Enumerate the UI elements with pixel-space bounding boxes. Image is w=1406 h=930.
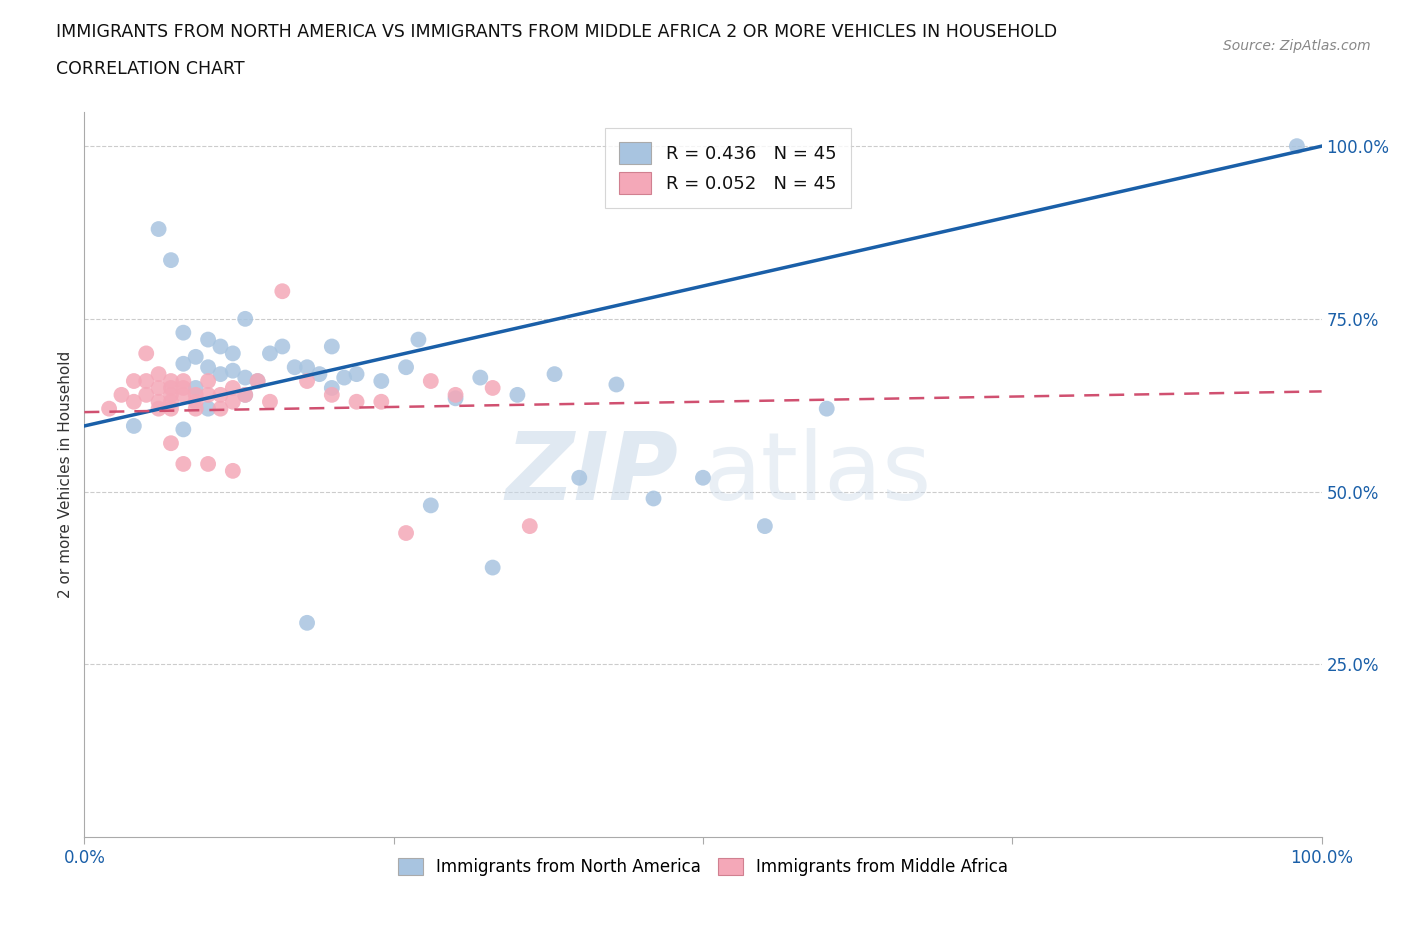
Point	[160, 401, 183, 416]
Point	[295, 374, 318, 389]
Point	[346, 394, 368, 409]
Point	[135, 346, 157, 361]
Point	[222, 380, 245, 395]
Point	[370, 374, 392, 389]
Point	[209, 401, 232, 416]
Point	[209, 339, 232, 354]
Point	[543, 366, 565, 381]
Legend: Immigrants from North America, Immigrants from Middle Africa: Immigrants from North America, Immigrant…	[391, 852, 1015, 883]
Point	[135, 388, 157, 403]
Point	[122, 374, 145, 389]
Point	[395, 525, 418, 540]
Point	[246, 374, 269, 389]
Point	[370, 394, 392, 409]
Point	[295, 360, 318, 375]
Point	[184, 394, 207, 409]
Point	[408, 332, 430, 347]
Point	[506, 388, 529, 403]
Y-axis label: 2 or more Vehicles in Household: 2 or more Vehicles in Household	[58, 351, 73, 598]
Point	[184, 350, 207, 365]
Point	[692, 471, 714, 485]
Point	[233, 388, 256, 403]
Point	[135, 374, 157, 389]
Point	[754, 519, 776, 534]
Point	[172, 380, 194, 395]
Point	[98, 401, 121, 416]
Point	[222, 463, 245, 478]
Point	[643, 491, 665, 506]
Point	[197, 360, 219, 375]
Point	[184, 380, 207, 395]
Point	[148, 401, 170, 416]
Point	[815, 401, 838, 416]
Text: atlas: atlas	[703, 429, 931, 520]
Point	[321, 339, 343, 354]
Point	[419, 374, 441, 389]
Point	[321, 380, 343, 395]
Point	[233, 388, 256, 403]
Point	[172, 422, 194, 437]
Point	[1285, 139, 1308, 153]
Point	[184, 388, 207, 403]
Point	[568, 471, 591, 485]
Point	[444, 391, 467, 405]
Point	[395, 360, 418, 375]
Point	[295, 616, 318, 631]
Point	[209, 388, 232, 403]
Point	[197, 374, 219, 389]
Point	[233, 370, 256, 385]
Point	[346, 366, 368, 381]
Point	[184, 401, 207, 416]
Point	[259, 394, 281, 409]
Point	[246, 374, 269, 389]
Point	[481, 560, 503, 575]
Point	[160, 374, 183, 389]
Point	[160, 388, 183, 403]
Point	[271, 284, 294, 299]
Point	[259, 346, 281, 361]
Point	[419, 498, 441, 512]
Point	[222, 364, 245, 379]
Point	[148, 380, 170, 395]
Point	[172, 374, 194, 389]
Point	[481, 380, 503, 395]
Point	[308, 366, 330, 381]
Text: IMMIGRANTS FROM NORTH AMERICA VS IMMIGRANTS FROM MIDDLE AFRICA 2 OR MORE VEHICLE: IMMIGRANTS FROM NORTH AMERICA VS IMMIGRA…	[56, 23, 1057, 41]
Point	[122, 394, 145, 409]
Point	[172, 326, 194, 340]
Point	[271, 339, 294, 354]
Point	[148, 394, 170, 409]
Point	[519, 519, 541, 534]
Point	[284, 360, 307, 375]
Text: CORRELATION CHART: CORRELATION CHART	[56, 60, 245, 78]
Text: ZIP: ZIP	[505, 429, 678, 520]
Point	[470, 370, 492, 385]
Point	[122, 418, 145, 433]
Point	[172, 356, 194, 371]
Text: Source: ZipAtlas.com: Source: ZipAtlas.com	[1223, 39, 1371, 53]
Point	[333, 370, 356, 385]
Point	[160, 253, 183, 268]
Point	[197, 457, 219, 472]
Point	[233, 312, 256, 326]
Point	[160, 394, 183, 409]
Point	[222, 394, 245, 409]
Point	[321, 388, 343, 403]
Point	[197, 401, 219, 416]
Point	[172, 388, 194, 403]
Point	[172, 457, 194, 472]
Point	[148, 366, 170, 381]
Point	[197, 388, 219, 403]
Point	[110, 388, 132, 403]
Point	[605, 377, 627, 392]
Point	[209, 366, 232, 381]
Point	[444, 388, 467, 403]
Point	[160, 436, 183, 451]
Point	[222, 346, 245, 361]
Point	[160, 380, 183, 395]
Point	[197, 332, 219, 347]
Point	[148, 221, 170, 236]
